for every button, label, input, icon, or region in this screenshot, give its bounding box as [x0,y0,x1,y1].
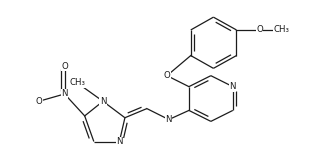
Text: O: O [256,25,263,34]
Text: N: N [61,89,68,98]
Text: N: N [116,137,123,146]
Text: CH₃: CH₃ [273,25,289,34]
Text: CH₃: CH₃ [69,78,85,87]
Text: N: N [166,115,172,124]
Text: O: O [36,97,42,106]
Text: O: O [163,71,170,80]
Text: N: N [100,97,106,106]
Text: N: N [230,82,236,91]
Text: O: O [61,62,68,71]
